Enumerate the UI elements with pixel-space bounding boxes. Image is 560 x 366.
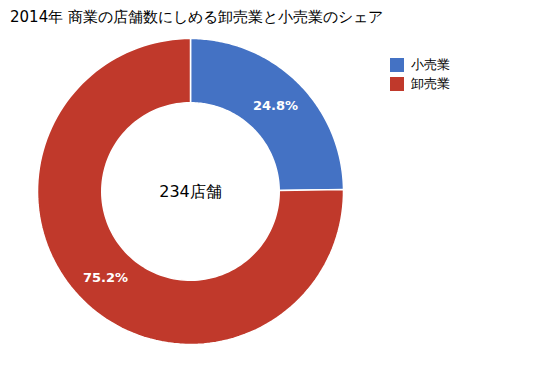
svg-text:24.8%: 24.8% [253, 98, 298, 113]
html-text:2014年 商業の店舗数にしめる卸売業と小売業のシェア: 2014年 商業の店舗数にしめる卸売業と小売業のシェア [10, 8, 383, 26]
html-text:小売業: 小売業 [410, 57, 450, 72]
svg-text:75.2%: 75.2% [83, 270, 128, 285]
svg-text:234店舗: 234店舗 [159, 182, 222, 201]
html-text:卸売業: 卸売業 [410, 76, 450, 91]
